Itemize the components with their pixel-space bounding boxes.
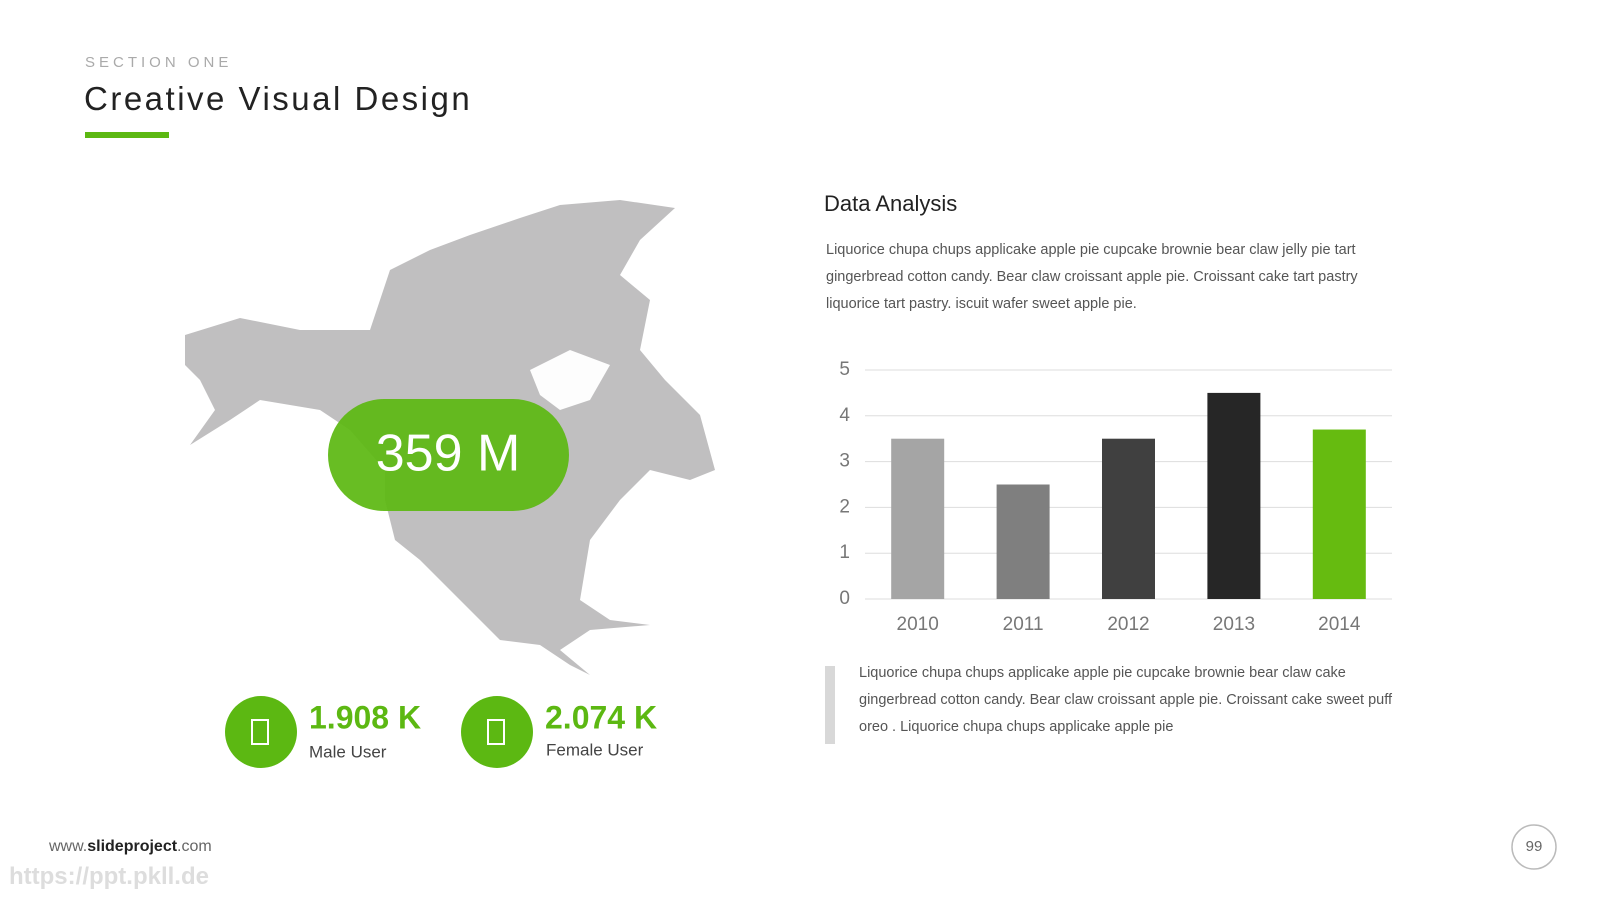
x-tick-label: 2012 (1107, 614, 1149, 635)
stat-label: Female User (546, 740, 644, 759)
stat-icon (461, 696, 533, 768)
bar (891, 438, 945, 599)
stat-pill (328, 399, 569, 511)
stat-value: 1.908 K (309, 699, 421, 735)
bar (1312, 429, 1366, 599)
y-tick-label: 0 (839, 588, 850, 609)
icon-glyph (251, 719, 269, 745)
watermark: https://ppt.pkll.de (9, 863, 209, 890)
stat-label: Male User (309, 742, 387, 761)
icon-glyph (487, 719, 505, 745)
footer: www.slideproject.com (49, 838, 212, 856)
y-tick-label: 5 (839, 359, 850, 380)
x-tick-label: 2013 (1213, 614, 1255, 635)
x-tick-label: 2010 (897, 614, 939, 635)
quote: Liquorice chupa chups applicake apple pi… (859, 665, 1393, 735)
bar (996, 484, 1050, 599)
paragraph: Liquorice chupa chups applicake apple pi… (826, 242, 1358, 312)
hudson-bay (530, 350, 610, 410)
footer-brand: slideproject (87, 838, 178, 855)
section-heading: Data Analysis (824, 191, 958, 216)
page-number: 99 (1526, 838, 1543, 855)
y-tick-label: 4 (839, 405, 850, 426)
page-badge (1511, 824, 1557, 870)
bar (1207, 392, 1261, 599)
x-tick-label: 2014 (1318, 614, 1361, 635)
stat-value: 2.074 K (545, 699, 657, 735)
quote-bar (825, 666, 835, 744)
y-tick-label: 3 (839, 451, 850, 472)
stat-icon (225, 696, 297, 768)
y-tick-label: 1 (839, 542, 850, 563)
footer-suffix: .com (177, 838, 212, 855)
x-tick-label: 2011 (1003, 614, 1044, 635)
footer-prefix: www. (49, 838, 88, 855)
bar (1102, 438, 1155, 599)
slide-title: Creative Visual Design (84, 80, 473, 117)
title-underline (85, 132, 169, 138)
map-stat: 359 M (376, 425, 521, 483)
y-tick-label: 2 (839, 496, 850, 517)
bar-chart: 0 1 2 3 4 5 2010 2011 2012 2013 2014 (839, 359, 1392, 635)
section-label: SECTION ONE (85, 54, 233, 71)
